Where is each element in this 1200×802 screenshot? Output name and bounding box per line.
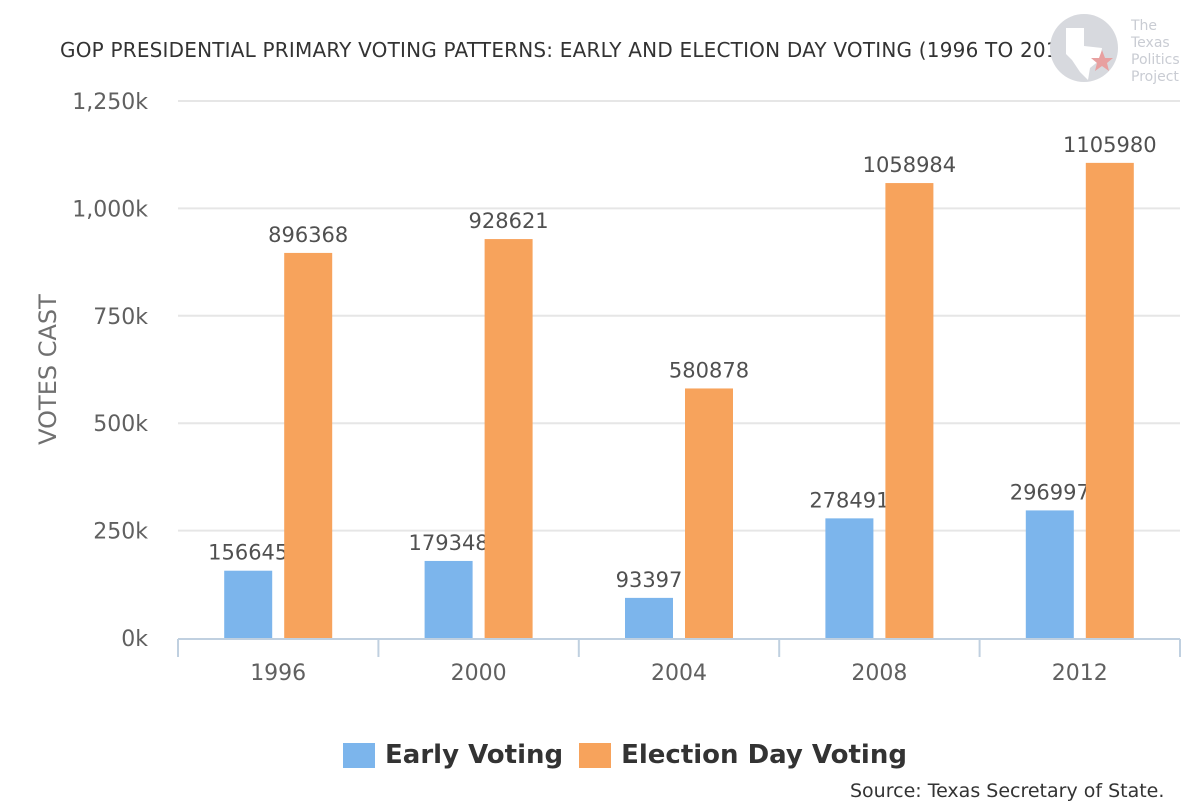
bar-early-voting [825, 518, 874, 638]
x-tick-label: 2012 [1052, 661, 1108, 686]
logo-line: Texas [1131, 35, 1170, 51]
y-tick-label: 500k [93, 412, 148, 437]
bar-election-day-voting [284, 252, 333, 639]
logo-line: Politics [1131, 52, 1180, 68]
bar-early-voting [625, 597, 673, 638]
bar-election-day-voting [484, 239, 533, 638]
bar-election-day-voting [1085, 162, 1134, 639]
data-label: 278491 [809, 488, 889, 512]
source-note: Source: Texas Secretary of State. [850, 780, 1165, 802]
legend-item-election-day-voting[interactable]: Election Day Voting [579, 740, 907, 770]
texas-politics-project-logo [1050, 14, 1118, 82]
data-label: 156645 [208, 541, 288, 565]
data-label: 928621 [469, 209, 549, 233]
data-label: 1105980 [1063, 133, 1157, 157]
data-label: 179348 [409, 531, 489, 555]
bar-election-day-voting [885, 183, 934, 638]
legend-label-early-voting: Early Voting [385, 740, 564, 770]
y-tick-label: 250k [93, 520, 148, 545]
legend-swatch-election-day-voting [579, 742, 612, 768]
y-tick-label: 1,000k [72, 197, 148, 222]
bar-election-day-voting [685, 388, 733, 638]
logo-line: The [1131, 18, 1158, 34]
x-tick-label: 2000 [451, 661, 507, 686]
y-tick-label: 1,250k [72, 90, 148, 115]
bar-early-voting [424, 560, 473, 638]
logo-line: Project [1131, 69, 1179, 85]
data-label: 580878 [669, 358, 749, 382]
x-tick-label: 2004 [651, 661, 707, 686]
legend-item-early-voting[interactable]: Early Voting [343, 740, 563, 770]
x-tick-label: 1996 [250, 661, 306, 686]
bar-early-voting [1025, 510, 1074, 638]
y-tick-label: 0k [121, 627, 148, 652]
data-label: 1058984 [863, 153, 957, 177]
legend-label-election-day-voting: Election Day Voting [621, 740, 907, 770]
bar-early-voting [224, 570, 273, 638]
data-label: 896368 [268, 223, 348, 247]
chart-title: GOP PRESIDENTIAL PRIMARY VOTING PATTERNS… [60, 38, 1080, 62]
logo-text: The Texas Politics Project [1131, 18, 1180, 86]
y-axis-title: VOTES CAST [34, 294, 62, 445]
x-tick-label: 2008 [851, 661, 907, 686]
legend: Early Voting Election Day Voting [0, 740, 1200, 770]
legend-swatch-early-voting [343, 742, 376, 768]
y-tick-label: 750k [93, 305, 148, 330]
data-label: 296997 [1010, 480, 1090, 504]
data-label: 93397 [616, 568, 683, 592]
